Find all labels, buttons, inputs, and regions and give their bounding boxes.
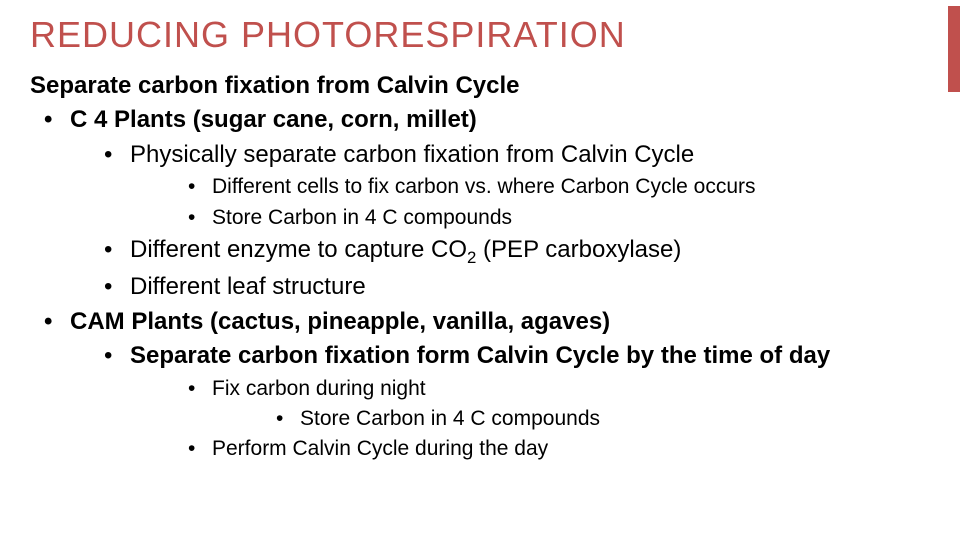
c4-sub1: Physically separate carbon fixation from…	[100, 139, 930, 232]
c4-heading-text: C 4 Plants (sugar cane, corn, millet)	[70, 106, 477, 133]
cam-heading-text: CAM Plants (cactus, pineapple, vanilla, …	[70, 308, 610, 335]
c4-sub2-post: (PEP carboxylase)	[476, 236, 681, 263]
c4-sub1a: Different cells to fix carbon vs. where …	[184, 173, 930, 201]
cam-sub1a-text: Fix carbon during night	[212, 377, 426, 400]
cam-sub1: Separate carbon fixation form Calvin Cyc…	[100, 340, 930, 463]
cam-heading: CAM Plants (cactus, pineapple, vanilla, …	[40, 306, 930, 464]
slide-title: REDUCING PHOTORESPIRATION	[30, 14, 930, 56]
accent-bar	[948, 6, 960, 92]
cam-sub1a: Fix carbon during night Store Carbon in …	[184, 375, 930, 434]
c4-sub2-subscript: 2	[467, 248, 476, 267]
intro-line: Separate carbon fixation from Calvin Cyc…	[30, 70, 930, 102]
cam-sub1b: Perform Calvin Cycle during the day	[184, 435, 930, 463]
c4-heading: C 4 Plants (sugar cane, corn, millet) Ph…	[40, 104, 930, 303]
c4-sub2: Different enzyme to capture CO2 (PEP car…	[100, 234, 930, 269]
c4-sub2-pre: Different enzyme to capture CO	[130, 236, 467, 263]
cam-sub1a1: Store Carbon in 4 C compounds	[272, 405, 930, 433]
slide-content: REDUCING PHOTORESPIRATION Separate carbo…	[0, 0, 960, 474]
slide-body: Separate carbon fixation from Calvin Cyc…	[30, 70, 930, 464]
c4-sub1-text: Physically separate carbon fixation from…	[130, 141, 694, 168]
c4-sub1b: Store Carbon in 4 C compounds	[184, 204, 930, 232]
c4-sub3: Different leaf structure	[100, 271, 930, 303]
cam-sub1-text: Separate carbon fixation form Calvin Cyc…	[130, 342, 830, 369]
